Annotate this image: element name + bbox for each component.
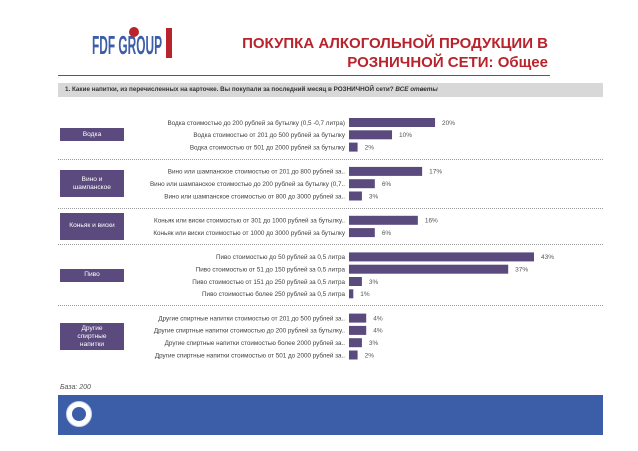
data-label: 2% [365,144,375,151]
data-label: 6% [382,181,392,188]
footer-bar [58,395,603,435]
logo-dot-icon [129,27,139,37]
bar-label: Вино или шампанское стоимостью от 800 до… [164,192,345,200]
bar-label: Другие спиртные напитки стоимостью более… [165,339,346,347]
question-banner: 1. Какие напитки, из перечисленных на ка… [58,83,603,97]
bar-label: Водка стоимостью от 501 до 2000 рублей з… [190,143,346,151]
bar-label: Вино или шампанское стоимостью от 201 до… [168,168,345,176]
bar [349,252,534,262]
bar [349,228,375,238]
fdf-logo: FDF GROUP [92,27,172,60]
data-label: 16% [425,218,438,225]
bar-label: Коньяк или виски стоимостью от 301 до 10… [154,217,345,225]
group-divider [58,305,603,307]
bar [349,142,358,152]
page-title: ПОКУПКА АЛКОГОЛЬНОЙ ПРОДУКЦИИ В РОЗНИЧНО… [168,34,548,72]
group-divider [58,244,603,246]
bar [349,338,362,348]
bar-label: Пиво стоимостью от 151 до 250 рублей за … [192,278,345,286]
bar-label: Вино или шампанское стоимостью до 200 ру… [150,180,345,188]
data-label: 43% [541,254,554,261]
title-line-2: РОЗНИЧНОЙ СЕТИ: Общее [347,54,548,71]
bar [349,325,367,335]
group-divider [58,158,603,160]
bar [349,191,362,201]
bar [349,264,509,274]
bar [349,179,375,189]
bar-label: Водка стоимостью от 201 до 500 рублей за… [193,131,345,139]
bar [349,215,418,225]
title-line-1: ПОКУПКА АЛКОГОЛЬНОЙ ПРОДУКЦИИ В [242,35,548,52]
bar-label: Пиво стоимостью от 51 до 150 рублей за 0… [196,266,346,274]
bar [349,313,367,323]
data-label: 4% [373,328,383,335]
bar-label: Другие спиртные напитки стоимостью от 50… [155,351,345,359]
bar-label: Водка стоимостью до 200 рублей за бутылк… [167,119,345,127]
base-note: База: 200 [60,384,91,391]
bar-label: Пиво стоимостью до 50 рублей за 0,5 литр… [216,253,345,261]
group-label: Водка [60,128,124,142]
bar [349,289,354,299]
data-label: 6% [382,230,392,237]
bar [349,277,362,286]
bar [349,166,423,176]
bar-label: Другие спиртные напитки стоимостью от 20… [158,314,345,322]
group-label: Вино и шампанское [60,170,124,198]
data-label: 17% [429,169,442,176]
data-label: 3% [369,279,379,286]
data-label: 20% [442,120,455,127]
data-label: 1% [360,291,370,298]
question-text: 1. Какие напитки, из перечисленных на ка… [65,86,396,93]
data-label: 3% [369,193,379,200]
bar [349,350,358,360]
bar [349,118,436,127]
data-label: 3% [369,340,379,347]
group-label: Коньяк и виски [60,212,124,240]
logo-accent-icon [166,28,172,58]
data-label: 10% [399,132,412,139]
esomar-badge-icon [66,401,92,427]
data-label: 4% [373,315,383,322]
esomar-badge-inner [72,407,86,421]
bar [349,130,393,140]
bar-label: Другие спиртные напитки стоимостью до 20… [154,327,345,335]
group-divider [58,207,603,209]
question-emphasis: ВСЕ ответы [395,86,438,93]
data-label: 2% [365,352,375,359]
group-label: Пиво [60,268,124,282]
bar-label: Коньяк или виски стоимостью от 1000 до 3… [153,229,345,237]
bar-label: Пиво стоимостью более 250 рублей за 0,5 … [202,290,345,298]
data-label: 37% [515,267,528,274]
logo-text: FDF GROUP [92,30,162,60]
title-rule [58,75,550,76]
group-label: Другие спиртные напитки [60,323,124,351]
